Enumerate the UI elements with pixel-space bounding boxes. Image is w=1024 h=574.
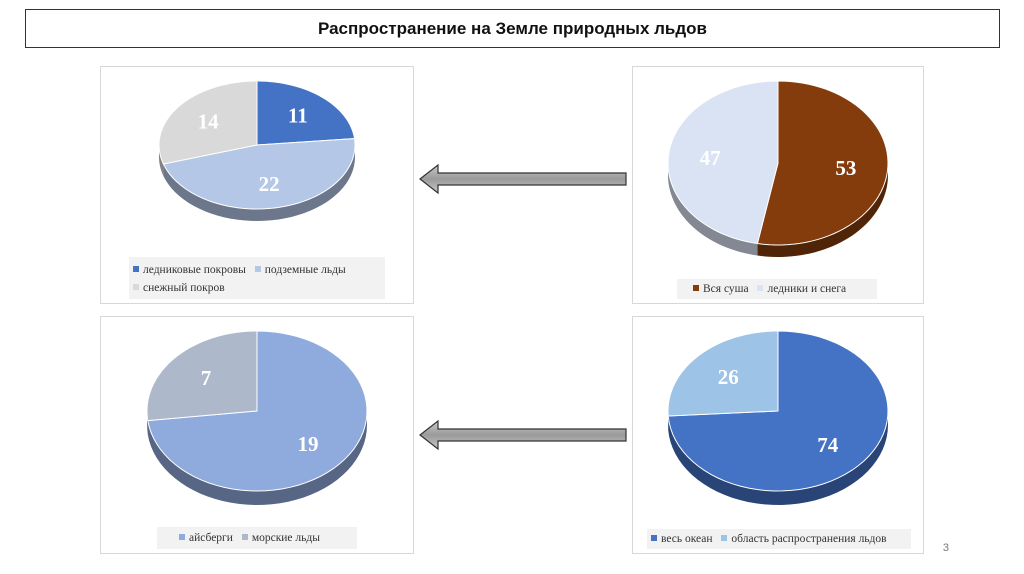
page-title: Распространение на Земле природных льдов xyxy=(25,9,1000,48)
pie-data-label: 74 xyxy=(817,433,839,457)
pie-slice xyxy=(667,80,779,245)
pie-slice-side xyxy=(668,163,758,256)
legend-label: ледниковые покровы xyxy=(143,264,246,276)
pie-data-label: 26 xyxy=(718,365,739,389)
chart-panel-ice-types: 11 22 14 ледниковые покровы подземные льды… xyxy=(100,66,414,304)
chart-panel-sea-ice: 19 7 айсберги морские льды xyxy=(100,316,414,554)
legend-label: область распространения льдов xyxy=(731,533,887,545)
legend-item: морские льды xyxy=(241,529,320,547)
pie-slice-side xyxy=(668,411,888,505)
page-number: 3 xyxy=(942,542,949,554)
legend-label: Вся суша xyxy=(703,283,749,295)
legend-item: Вся суша xyxy=(693,280,749,298)
pie-data-label: 47 xyxy=(700,146,721,170)
legend-land: Вся суша ледники и снега xyxy=(693,280,923,298)
pie-data-label: 7 xyxy=(201,366,212,390)
pie-slice xyxy=(256,80,356,146)
legend-item: ледниковые покровы xyxy=(133,261,246,279)
legend-label: весь океан xyxy=(661,533,713,545)
legend-item: снежный покров xyxy=(133,279,225,297)
pie-slice xyxy=(162,138,356,210)
chart-panel-ocean: 74 26 весь океан область распространения … xyxy=(632,316,924,554)
pie-slice xyxy=(667,330,779,417)
chart-panel-land: 53 47 Вся суша ледники и снега xyxy=(632,66,924,304)
pie-data-label: 14 xyxy=(198,110,220,134)
pie-chart-land: 53 47 xyxy=(667,80,889,257)
arrow-left-icon xyxy=(419,419,627,451)
pie-chart-sea-ice: 19 7 xyxy=(146,330,368,505)
legend-item: весь океан xyxy=(651,530,713,548)
legend-item: айсберги xyxy=(179,529,233,547)
pie-slice xyxy=(158,80,258,165)
pie-slice-side xyxy=(147,411,367,505)
pie-data-label: 11 xyxy=(288,104,308,128)
legend-sea-ice: айсберги морские льды xyxy=(179,529,399,547)
pie-slice xyxy=(756,80,889,246)
legend-item: область распространения льдов xyxy=(721,530,887,548)
legend-label: снежный покров xyxy=(143,282,225,294)
legend-item: ледники и снега xyxy=(757,280,846,298)
pie-chart-ice-types: 11 22 14 xyxy=(158,80,356,221)
legend-ice-types: ледниковые покровы подземные льды снежны… xyxy=(133,261,383,297)
pie-slice xyxy=(146,330,258,422)
legend-label: айсберги xyxy=(189,532,233,544)
legend-label: подземные льды xyxy=(264,264,346,276)
legend-label: морские льды xyxy=(251,532,320,544)
pie-chart-ocean: 74 26 xyxy=(667,330,889,505)
pie-slice-side xyxy=(159,145,164,176)
legend-label: ледники и снега xyxy=(767,283,847,295)
legend-item: подземные льды xyxy=(254,261,346,279)
legend-ocean: весь океан область распространения льдов xyxy=(651,530,923,548)
pie-data-label: 53 xyxy=(835,156,856,180)
pie-data-label: 22 xyxy=(259,172,280,196)
pie-data-label: 19 xyxy=(298,432,319,456)
arrow-left-icon xyxy=(419,163,627,195)
